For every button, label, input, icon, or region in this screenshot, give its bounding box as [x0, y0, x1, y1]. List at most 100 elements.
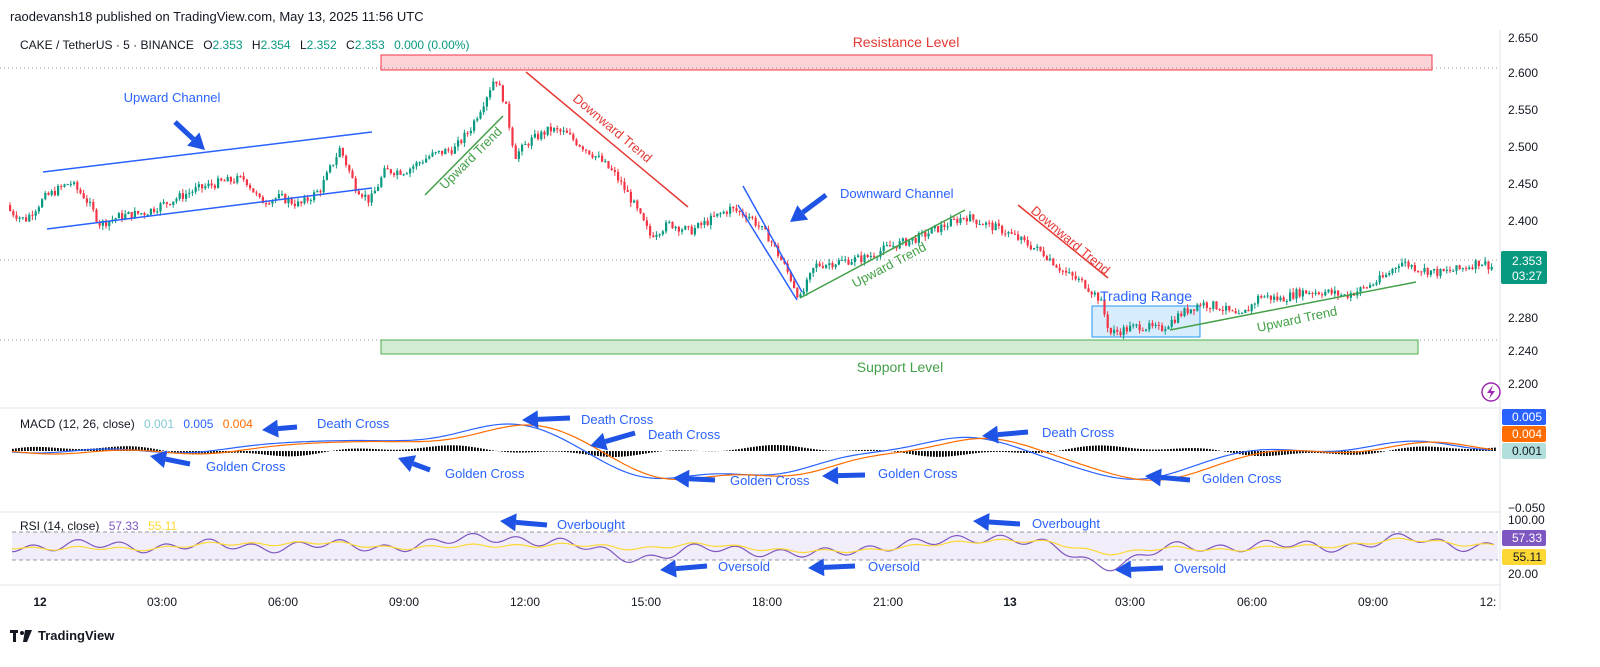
candle-body	[383, 168, 386, 178]
overbought-label-2-arrow	[973, 513, 1021, 532]
rsi-scale-value: 57.33	[1512, 531, 1542, 545]
macd-hist-bar	[159, 449, 161, 451]
macd-hist-bar	[612, 451, 614, 457]
macd-hist-bar	[414, 448, 416, 451]
macd-hist-bar	[564, 451, 566, 452]
macd-hist-bar	[1116, 446, 1118, 451]
candle-body	[1023, 236, 1026, 240]
candle-body	[735, 208, 738, 212]
high-value: 2.354	[260, 38, 291, 52]
low-label: L	[299, 38, 307, 52]
downward-trend-label-2: Downward Trend	[1028, 203, 1113, 278]
arrow-shaft	[1160, 474, 1191, 483]
macd-hist-bar	[1167, 449, 1169, 451]
price-axis-tick: 2.650	[1508, 31, 1538, 45]
candle-body	[1295, 289, 1298, 299]
rsi-legend[interactable]: RSI (14, close) 57.33 55.11	[20, 519, 177, 533]
macd-hist-bar	[1065, 449, 1067, 451]
candle-body	[1388, 273, 1391, 275]
candle-body	[873, 255, 876, 258]
candle-body	[1237, 313, 1240, 315]
macd-hist-bar	[1377, 451, 1379, 453]
candle-body	[626, 189, 629, 192]
candle-body	[229, 176, 232, 182]
candle-body	[1221, 310, 1224, 312]
candle-body	[421, 162, 424, 164]
candle-body	[1010, 232, 1013, 234]
candle-body	[1481, 264, 1484, 267]
candle-body	[1205, 302, 1208, 308]
macd-hist-bar	[873, 449, 875, 451]
macd-hist-bar	[1017, 451, 1019, 453]
macd-hist-bar	[1143, 449, 1145, 451]
candle-body	[892, 245, 895, 247]
candle-body	[508, 103, 511, 128]
candle-body	[1065, 270, 1068, 273]
macd-hist-bar	[762, 445, 764, 451]
macd-hist-bar	[69, 448, 71, 451]
macd-hist-bar	[600, 451, 602, 457]
candle-body	[172, 201, 175, 205]
macd-hist-bar	[933, 451, 935, 457]
candle-body	[591, 154, 594, 158]
candle-body	[674, 226, 677, 229]
macd-hist-bar	[771, 445, 773, 451]
candle-body	[297, 201, 300, 207]
macd-hist-bar	[402, 449, 404, 451]
arrow-shaft	[604, 430, 636, 444]
macd-hist-bar	[1389, 450, 1391, 451]
macd-hist-bar	[1248, 451, 1250, 456]
candle-body	[901, 238, 904, 242]
candle-body	[991, 222, 994, 231]
arrow-head	[398, 455, 417, 473]
macd-hist-bar	[858, 450, 860, 451]
candle-body	[1231, 310, 1234, 312]
rsi-legend-name: RSI (14, close)	[20, 519, 100, 533]
macd-hist-bar	[1350, 451, 1352, 455]
tradingview-logo[interactable]: TradingView	[10, 628, 114, 643]
candle-body	[604, 161, 607, 163]
candle-body	[1477, 260, 1480, 267]
macd-hist-bar	[738, 449, 740, 451]
candle-body	[66, 184, 69, 186]
symbol-name[interactable]: CAKE / TetherUS · 5 · BINANCE	[20, 38, 194, 52]
overbought-label-1-arrow	[500, 513, 548, 532]
candle-body	[1269, 295, 1272, 300]
macd-hist-bar	[378, 449, 380, 451]
candle-body	[882, 245, 885, 252]
candle-body	[1212, 301, 1215, 309]
candle-body	[789, 271, 792, 281]
macd-hist-bar	[915, 451, 917, 456]
macd-legend[interactable]: MACD (12, 26, close) 0.001 0.005 0.004	[20, 417, 253, 431]
candle-body	[338, 148, 341, 158]
candle-body	[207, 183, 210, 187]
time-axis-tick: 06:00	[1237, 595, 1267, 609]
macd-hist-bar	[990, 451, 992, 453]
macd-hist-bar	[957, 451, 959, 456]
candle-body	[1141, 330, 1144, 332]
macd-hist-bar	[339, 449, 341, 451]
candle-body	[127, 212, 130, 215]
macd-hist-bar	[765, 445, 767, 451]
macd-hist-bar	[1371, 451, 1373, 454]
macd-hist-bar	[153, 448, 155, 451]
death-cross-label-4: Death Cross	[1042, 425, 1115, 440]
macd-hist-bar	[12, 448, 14, 451]
candle-body	[25, 217, 28, 222]
symbol-legend: CAKE / TetherUS · 5 · BINANCE O2.353 H2.…	[20, 38, 469, 52]
oversold-label-2: Oversold	[868, 559, 920, 574]
macd-hist-bar	[1272, 451, 1274, 456]
candle-body	[770, 241, 773, 243]
macd-hist-bar	[1032, 451, 1034, 454]
candle-body	[162, 202, 165, 204]
macd-hist-bar	[1437, 447, 1439, 451]
macd-hist-bar	[387, 449, 389, 451]
macd-hist-bar	[1062, 449, 1064, 451]
candle-body	[969, 214, 972, 222]
candle-body	[796, 287, 799, 298]
macd-hist-bar	[615, 451, 617, 457]
candle-body	[780, 255, 783, 261]
upward-trend-line-2	[799, 209, 966, 299]
macd-hist-bar	[1089, 445, 1091, 451]
